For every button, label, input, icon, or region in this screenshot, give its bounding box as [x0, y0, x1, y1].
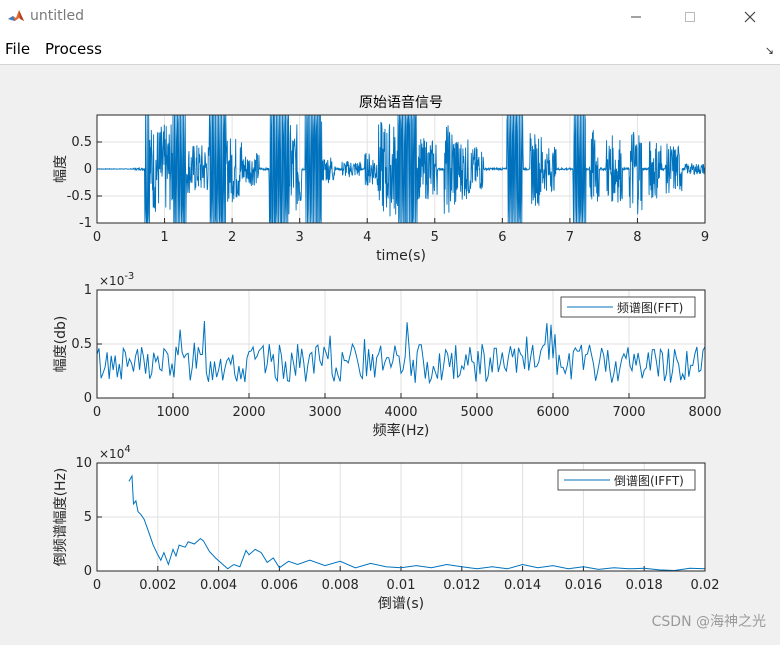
x-tick-label: 0.014 — [504, 578, 541, 593]
axes-box-2 — [96, 462, 706, 572]
menu-process[interactable]: Process — [45, 40, 102, 58]
x-axis-label: 频率(Hz) — [373, 422, 430, 439]
x-tick-label: 1 — [160, 230, 168, 245]
figure-area: 0 1 2 3 4 5 6 7 8 9 -1 -0.5 0 0.5 原始语音信号 time(s) 幅度 0 1000… — [0, 65, 780, 641]
y-axis-label: 幅度 — [53, 155, 69, 183]
minimize-button[interactable] — [613, 0, 659, 34]
matlab-icon — [7, 7, 25, 25]
y-axis-label: 幅度(db) — [53, 316, 69, 373]
x-axis-label: 倒谱(s) — [378, 596, 424, 612]
x-tick-label: 7000 — [612, 405, 645, 420]
axes-box-0 — [96, 114, 706, 224]
axis-exponent: ×10-3 — [99, 271, 134, 288]
maximize-button[interactable] — [667, 0, 713, 34]
y-tick-label: 5 — [84, 510, 92, 525]
y-tick-label: 10 — [75, 456, 92, 471]
x-tick-label: 0.006 — [261, 578, 298, 593]
close-icon — [744, 11, 756, 23]
x-tick-label: 8 — [633, 230, 641, 245]
axis-exponent: ×104 — [99, 444, 131, 461]
menu-file[interactable]: File — [5, 40, 31, 58]
x-tick-label: 1000 — [156, 405, 189, 420]
x-tick-label: 0.004 — [200, 578, 237, 593]
x-tick-label: 4 — [363, 230, 371, 245]
x-tick-label: 0.018 — [626, 578, 663, 593]
y-tick-label: 0.5 — [71, 337, 92, 352]
x-tick-label: 3 — [296, 230, 304, 245]
legend-box — [560, 296, 696, 318]
x-axis-label: time(s) — [376, 248, 426, 264]
y-tick-label: 1 — [84, 283, 92, 298]
legend-box — [557, 469, 696, 491]
x-tick-label: 6 — [498, 230, 506, 245]
y-tick-label: -0.5 — [67, 189, 92, 204]
x-tick-label: 2000 — [232, 405, 265, 420]
x-tick-label: 6000 — [536, 405, 569, 420]
x-tick-label: 0.012 — [443, 578, 480, 593]
x-tick-label: 0.008 — [322, 578, 359, 593]
x-tick-label: 9 — [701, 230, 709, 245]
x-tick-label: 0.002 — [139, 578, 176, 593]
y-tick-label: 0 — [84, 391, 92, 406]
chart-title: 原始语音信号 — [359, 94, 443, 111]
minimize-icon — [631, 16, 641, 18]
x-tick-label: 3000 — [308, 405, 341, 420]
x-tick-label: 0.02 — [691, 578, 720, 593]
x-tick-label: 0 — [93, 405, 101, 420]
maximize-icon — [685, 12, 695, 22]
x-tick-label: 5 — [431, 230, 439, 245]
legend-label: 频谱图(FFT) — [617, 301, 683, 315]
x-tick-label: 0.016 — [565, 578, 602, 593]
y-tick-label: 0 — [84, 162, 92, 177]
watermark: CSDN @海神之光 — [651, 614, 766, 630]
window-title: untitled — [30, 8, 85, 24]
x-tick-label: 0 — [93, 578, 101, 593]
y-tick-label: -1 — [79, 216, 92, 231]
x-tick-label: 4000 — [384, 405, 417, 420]
dock-arrow-icon[interactable]: ↘ — [764, 44, 774, 57]
menu-bar: File Process ↘ — [0, 34, 780, 65]
y-axis-label: 倒频谱幅度(Hz) — [53, 468, 69, 567]
x-tick-label: 2 — [228, 230, 236, 245]
x-tick-label: 0.01 — [387, 578, 416, 593]
legend-label: 倒谱图(IFFT) — [614, 474, 684, 488]
close-button[interactable] — [727, 0, 773, 34]
x-tick-label: 5000 — [460, 405, 493, 420]
y-tick-label: 0 — [84, 564, 92, 579]
x-tick-label: 7 — [566, 230, 574, 245]
title-bar: untitled — [0, 0, 780, 34]
y-tick-label: 0.5 — [71, 135, 92, 150]
x-tick-label: 0 — [93, 230, 101, 245]
series-line-1 — [96, 320, 706, 385]
x-tick-label: 8000 — [688, 405, 721, 420]
series-line-2 — [128, 474, 706, 572]
axes-box-1 — [96, 289, 706, 399]
